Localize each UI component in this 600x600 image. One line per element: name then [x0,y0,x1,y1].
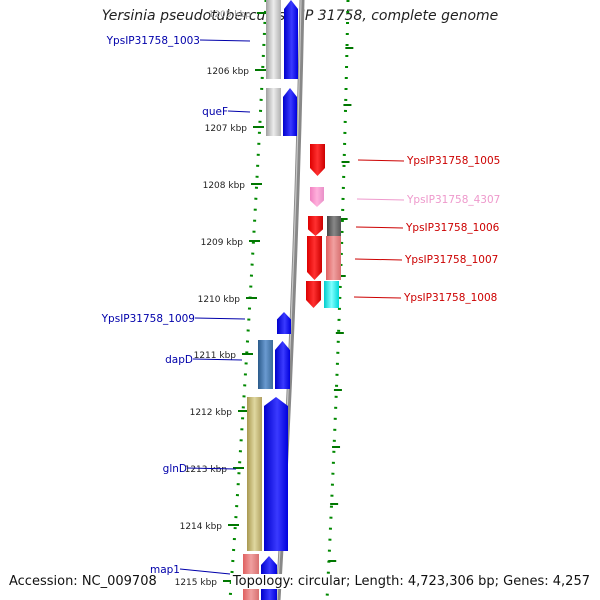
cog-box-steel[interactable] [258,340,273,389]
scale-tick-label: 1211 kbp [194,351,237,361]
gene-dapd-forward[interactable] [275,341,290,389]
scale-tick-label: 1209 kbp [201,238,244,248]
cog-box-khaki[interactable] [247,397,262,551]
gene-label-leader [355,226,404,229]
gene-ypsip31758-1009-forward[interactable] [277,312,291,334]
gene-label-leader [227,110,251,113]
cog-box-grey[interactable] [266,88,281,136]
gene-label-leader [194,317,246,320]
gene-label-leader [192,358,243,361]
gene-quef-forward[interactable] [283,88,297,136]
cog-box-grey[interactable] [266,0,281,79]
gene-label-leader [199,39,251,42]
gene-label-left[interactable]: glnD [163,463,187,475]
gene-label-right[interactable]: YpsIP31758_1007 [404,254,498,266]
gene-label-leader [354,258,403,261]
gene-label-right[interactable]: YpsIP31758_4307 [406,194,500,206]
scale-tick-label: 1213 kbp [185,465,228,475]
gene-label-leader [356,198,405,201]
gene-ypsip31758-4307-reverse[interactable] [310,187,324,207]
scale-tick-label: 1206 kbp [207,67,250,77]
gene-ypsip31758-1003-forward[interactable] [284,0,298,79]
gene-label-right[interactable]: YpsIP31758_1008 [403,292,497,304]
scale-tick-label: 1215 kbp [175,578,218,588]
gene-ypsip31758-1008-reverse[interactable] [306,281,321,308]
accession-label: Accession: NC_009708 [9,574,157,589]
scale-tick-label: 1212 kbp [190,408,233,418]
gene-glnd-forward[interactable] [264,397,288,551]
gene-label-leader [186,467,237,470]
scale-tick-label: 1208 kbp [203,181,246,191]
gene-label-left[interactable]: map1 [150,564,180,576]
gene-label-right[interactable]: YpsIP31758_1006 [405,222,500,234]
scale-tick-label: 1214 kbp [180,522,223,532]
gene-label-leader [357,159,405,162]
label-layer: YpsIP31758_1003 queF YpsIP31758_1009 dapD gl… [101,35,501,576]
gene-label-leader [179,568,231,575]
genome-stats-label: Topology: circular; Length: 4,723,306 bp… [230,574,590,589]
gene-label-left[interactable]: YpsIP31758_1003 [106,35,200,47]
gene-label-left[interactable]: queF [202,106,228,118]
scale-tick-label: 1210 kbp [198,295,241,305]
gene-ypsip31758-1006-reverse[interactable] [308,216,323,236]
gene-label-left[interactable]: YpsIP31758_1009 [101,313,195,325]
cog-box-cyan[interactable] [324,281,339,308]
gene-ypsip31758-1005-reverse[interactable] [310,144,325,176]
scale-tick-label: 1207 kbp [205,124,248,134]
cog-box-dark[interactable] [327,216,341,236]
gene-label-leader [353,296,402,299]
gene-ypsip31758-1007-reverse[interactable] [307,236,322,280]
cog-box-salmon[interactable] [326,236,341,280]
gene-label-right[interactable]: YpsIP31758_1005 [406,155,500,167]
scale-tick-label: 1205 kbp [209,10,252,20]
gene-label-left[interactable]: dapD [165,354,193,366]
feature-layer [243,0,341,600]
tick-layer: 1205 kbp 1206 kbp 1207 kbp 1208 kbp 1209 kbp… [175,10,354,588]
